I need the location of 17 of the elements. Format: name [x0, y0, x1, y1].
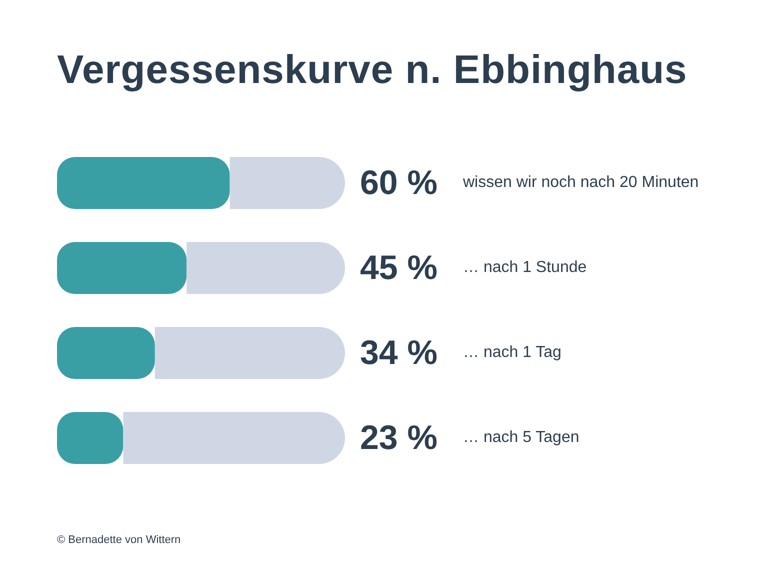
y-tick-label: … nach 1 Stunde [463, 259, 587, 276]
chart-title: Vergessenskurve n. Ebbinghaus [57, 48, 688, 93]
bar [154, 327, 345, 379]
bar [57, 327, 155, 379]
bar [57, 157, 230, 209]
data-label: 60 % [360, 164, 438, 202]
data-label: 23 % [360, 419, 438, 457]
bar [123, 412, 345, 464]
y-tick-label: … nach 1 Tag [463, 344, 562, 361]
y-tick-label: wissen wir noch nach 20 Minuten [462, 174, 699, 191]
bar [186, 242, 345, 294]
data-label: 45 % [360, 249, 438, 287]
text: © Bernadette von Wittern [57, 534, 181, 546]
data-label: 34 % [360, 334, 438, 372]
bar [230, 157, 345, 209]
y-tick-label: … nach 5 Tagen [463, 429, 580, 446]
bar [57, 242, 187, 294]
